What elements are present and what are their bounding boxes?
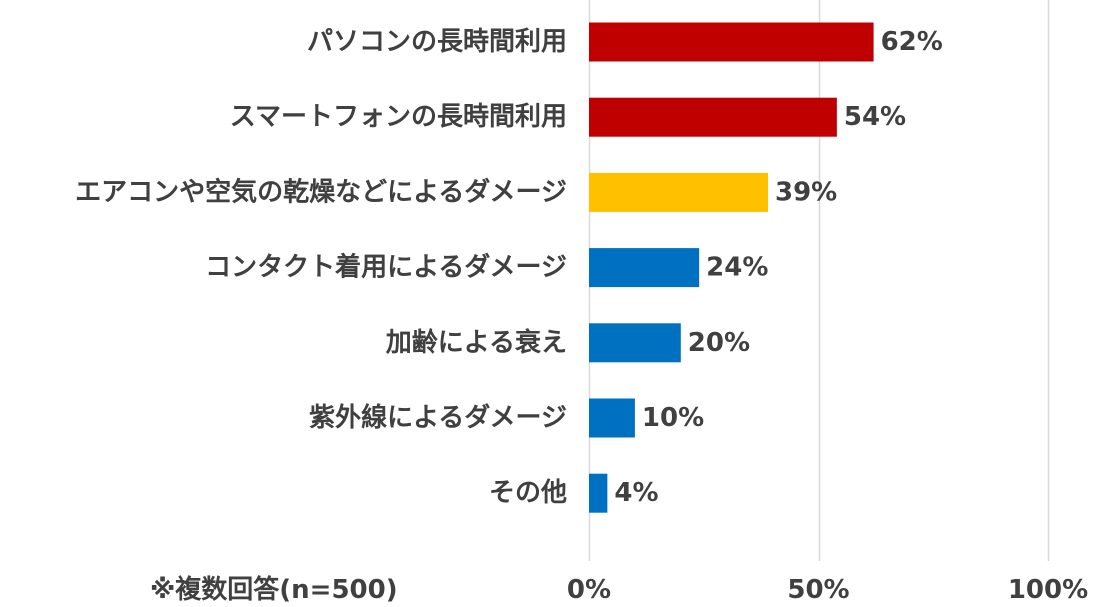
category-label: その他: [489, 478, 567, 508]
x-tick-label: 50%: [787, 575, 849, 605]
x-tick-label: 0%: [567, 575, 611, 605]
data-label: 20%: [688, 328, 750, 358]
data-label: 24%: [706, 253, 768, 283]
bar: [589, 473, 608, 513]
bar: [589, 172, 769, 212]
x-tick-label: 100%: [1008, 575, 1088, 605]
bar: [589, 248, 700, 288]
data-label: 4%: [614, 478, 658, 508]
category-label: 紫外線によるダメージ: [309, 402, 567, 433]
category-labels: パソコンの長時間利用スマートフォンの長時間利用エアコンや空気の乾燥などによるダメ…: [75, 27, 567, 508]
bars: [589, 22, 874, 513]
sample-note: ※複数回答(n=500): [150, 574, 398, 605]
value-labels: 62% 54% 39% 24% 20% 10% 4%: [614, 27, 942, 508]
category-label: エアコンや空気の乾燥などによるダメージ: [75, 176, 567, 207]
bar: [589, 323, 681, 363]
data-label: 10%: [642, 403, 704, 433]
category-label: スマートフォンの長時間利用: [230, 102, 567, 132]
data-label: 62%: [881, 27, 943, 57]
category-label: パソコンの長時間利用: [307, 27, 567, 57]
x-axis-ticks: 0% 50% 100%: [567, 575, 1088, 605]
category-label: コンタクト着用によるダメージ: [205, 252, 567, 283]
bar: [589, 398, 635, 438]
category-label: 加齢による衰え: [386, 327, 567, 358]
data-label: 54%: [844, 102, 906, 132]
data-label: 39%: [775, 177, 837, 207]
bar: [589, 97, 837, 137]
bar: [589, 22, 874, 62]
